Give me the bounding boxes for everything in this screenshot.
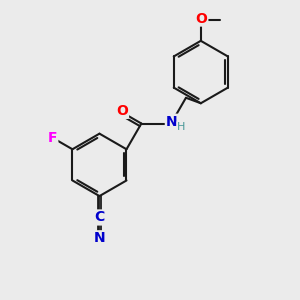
- Text: H: H: [177, 122, 186, 132]
- Text: F: F: [48, 130, 57, 145]
- Text: O: O: [196, 11, 207, 26]
- Text: C: C: [94, 211, 105, 224]
- Text: O: O: [116, 104, 128, 118]
- Text: N: N: [166, 115, 178, 129]
- Text: N: N: [94, 231, 105, 245]
